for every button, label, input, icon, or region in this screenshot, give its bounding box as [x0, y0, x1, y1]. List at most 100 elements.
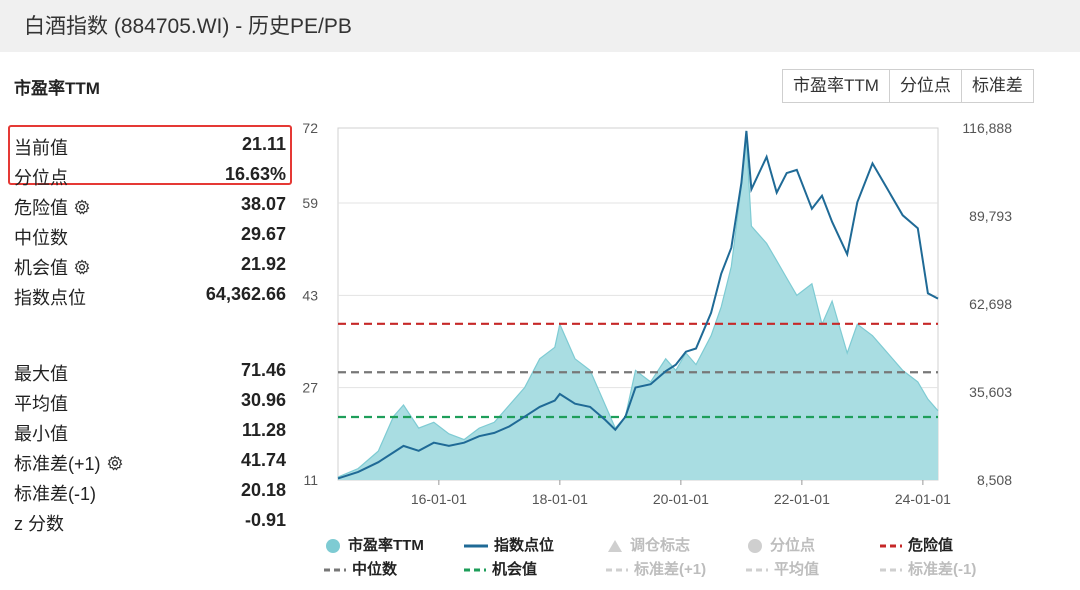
y-right-tick-label: 62,698	[969, 296, 1012, 312]
legend-dash-icon	[606, 568, 628, 572]
stat-label: 最小值	[14, 420, 68, 446]
stat-label-text: 最小值	[14, 424, 68, 444]
y-right-tick-label: 89,793	[969, 208, 1012, 224]
stat-value: 11.28	[241, 420, 286, 440]
stat-row: 最小值 11.28	[14, 416, 286, 446]
stat-label-text: 当前值	[14, 138, 68, 158]
stats-panel-top: 当前值 21.11 分位点 16.63% 危险值 38.07 中位数 29.67 机会值 21.9…	[14, 130, 286, 310]
stat-label: 机会值	[14, 254, 90, 280]
y-left-tick-label: 27	[302, 380, 318, 396]
stat-label: 危险值	[14, 194, 90, 220]
legend-label: 分位点	[770, 537, 816, 554]
x-tick-label: 20-01-01	[653, 491, 709, 507]
stat-value: 21.92	[240, 254, 286, 274]
stat-label: 平均值	[14, 390, 68, 416]
stat-value: 30.96	[240, 390, 286, 410]
legend-label: 平均值	[774, 561, 820, 578]
y-left-tick-label: 59	[302, 195, 318, 211]
x-tick-label: 22-01-01	[774, 491, 830, 507]
stat-label: z 分数	[14, 510, 64, 536]
view-tabs: 市盈率TTM 分位点 标准差	[782, 69, 1034, 103]
highlight-box	[8, 125, 292, 185]
index-line-series	[337, 130, 939, 480]
stat-label: 当前值	[14, 134, 68, 160]
y-left-tick-label: 11	[303, 472, 318, 488]
stat-label-text: 指数点位	[14, 288, 86, 308]
page-title: 白酒指数 (884705.WI) - 历史PE/PB	[24, 15, 352, 38]
legend-item[interactable]: 调仓标志	[606, 534, 690, 555]
legend-dash-icon	[464, 568, 486, 572]
gear-icon[interactable]	[68, 258, 90, 278]
stat-value: -0.91	[244, 510, 286, 530]
stat-row: 当前值 21.11	[14, 130, 286, 160]
legend-item[interactable]: 危险值	[880, 534, 953, 555]
stat-label-text: 平均值	[14, 394, 68, 414]
stat-label-text: 危险值	[14, 198, 68, 218]
stat-label-text: z 分数	[14, 514, 65, 534]
stat-label-text: 分位点	[14, 168, 68, 188]
stat-row: 分位点 16.63%	[14, 160, 286, 190]
stat-label: 最大值	[14, 360, 68, 386]
stat-value: 29.67	[240, 224, 286, 244]
legend-item[interactable]: 机会值	[464, 558, 537, 579]
tab-pe-ttm[interactable]: 市盈率TTM	[783, 70, 890, 102]
legend-dash-icon	[880, 544, 902, 548]
legend-circle-icon	[326, 539, 340, 554]
legend-label: 指数点位	[494, 537, 555, 554]
legend-item[interactable]: 分位点	[746, 534, 815, 555]
legend-item[interactable]: 指数点位	[464, 534, 554, 555]
stat-value: 64,362.66	[205, 284, 286, 304]
tab-percentile[interactable]: 分位点	[890, 70, 962, 102]
stat-row: 机会值 21.92	[14, 250, 286, 280]
gear-icon[interactable]	[68, 198, 90, 218]
y-left-tick-label: 43	[302, 287, 318, 303]
stat-label-text: 标准差(-1)	[14, 484, 96, 504]
stat-row: 标准差(-1) 20.18	[14, 476, 286, 506]
legend-item[interactable]: 市盈率TTM	[324, 534, 424, 555]
legend-circle-icon	[748, 539, 762, 554]
stat-row: 指数点位 64,362.66	[14, 280, 286, 310]
x-tick-label: 18-01-01	[532, 491, 588, 507]
y-right-tick-label: 116,888	[962, 120, 1012, 136]
gear-icon[interactable]	[101, 454, 123, 474]
legend-item[interactable]: 标准差(+1)	[606, 558, 706, 579]
legend-label: 机会值	[492, 561, 538, 578]
stats-panel-bottom: 最大值 71.46 平均值 30.96 最小值 11.28 标准差(+1) 41.74 标准差(…	[14, 356, 286, 536]
stat-row: 平均值 30.96	[14, 386, 286, 416]
legend-label: 市盈率TTM	[348, 537, 424, 554]
legend-label: 中位数	[352, 561, 398, 578]
axes: 11 27 43 59 72 8,508 35,603 62,698 89,793 116,888…	[302, 120, 1012, 507]
x-tick-label: 24-01-01	[895, 491, 951, 507]
x-tick-label: 16-01-01	[411, 491, 467, 507]
stat-label: 标准差(+1)	[14, 450, 123, 476]
stat-row: 标准差(+1) 41.74	[14, 446, 286, 476]
stat-label-text: 机会值	[14, 258, 68, 278]
legend-label: 标准差(-1)	[908, 561, 977, 578]
stat-row: z 分数 -0.91	[14, 506, 286, 536]
stat-value: 41.74	[240, 450, 286, 470]
chart-legend: 市盈率TTM 指数点位 调仓标志 分位点 危险值中位数 机会值 标准差(+1) 平均值 标准差(…	[318, 532, 1078, 588]
legend-item[interactable]: 平均值	[746, 558, 819, 579]
legend-dash-icon	[324, 568, 346, 572]
legend-item[interactable]: 中位数	[324, 558, 397, 579]
legend-dash-icon	[746, 568, 768, 572]
legend-dash-icon	[880, 568, 902, 572]
reference-lines	[338, 322, 938, 419]
y-right-tick-label: 8,508	[977, 472, 1012, 488]
stat-row: 最大值 71.46	[14, 356, 286, 386]
legend-label: 调仓标志	[630, 537, 691, 554]
tab-std-dev[interactable]: 标准差	[971, 76, 1023, 95]
pe-area-series	[338, 139, 938, 480]
stat-label: 中位数	[14, 224, 68, 250]
stat-value: 71.46	[240, 360, 286, 380]
stat-value: 16.63%	[224, 164, 286, 184]
title-bar: 白酒指数 (884705.WI) - 历史PE/PB	[0, 0, 1080, 52]
stat-label: 分位点	[14, 164, 68, 190]
legend-item[interactable]: 标准差(-1)	[880, 558, 976, 579]
stat-row: 中位数 29.67	[14, 220, 286, 250]
pe-chart: 11 27 43 59 72 8,508 35,603 62,698 89,793 116,888…	[302, 120, 1012, 507]
legend-label: 标准差(+1)	[634, 561, 707, 578]
section-title: 市盈率TTM	[14, 79, 100, 98]
stat-value: 38.07	[240, 194, 286, 214]
y-right-tick-label: 35,603	[969, 384, 1012, 400]
